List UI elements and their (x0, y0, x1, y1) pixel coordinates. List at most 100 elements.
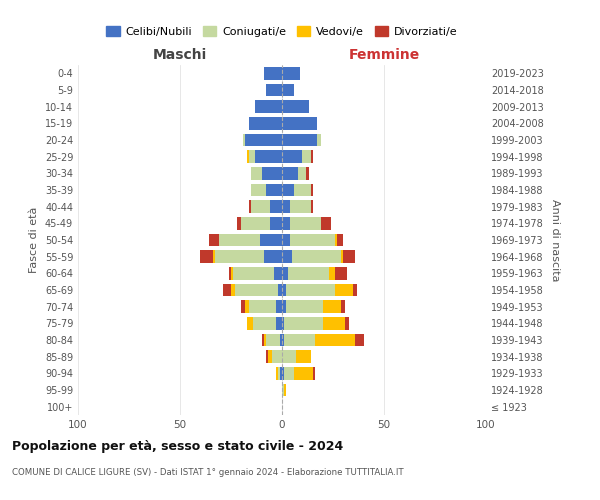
Bar (284, 317, 323, 330)
Bar (250, 200, 251, 213)
Bar (282, 234, 290, 246)
Bar (296, 350, 311, 363)
Bar (263, 67, 282, 80)
Bar (215, 250, 263, 263)
Bar (282, 100, 308, 113)
Bar (313, 367, 314, 380)
Bar (282, 184, 294, 196)
Bar (284, 367, 294, 380)
Bar (276, 367, 278, 380)
Bar (284, 334, 314, 346)
Bar (282, 284, 286, 296)
Text: COMUNE DI CALICE LIGURE (SV) - Dati ISTAT 1° gennaio 2024 - Elaborazione TUTTITA: COMUNE DI CALICE LIGURE (SV) - Dati ISTA… (12, 468, 404, 477)
Bar (311, 200, 313, 213)
Bar (292, 250, 341, 263)
Bar (282, 217, 290, 230)
Bar (282, 250, 292, 263)
Y-axis label: Anni di nascita: Anni di nascita (550, 198, 560, 281)
Text: Popolazione per età, sesso e stato civile - 2024: Popolazione per età, sesso e stato civil… (12, 440, 343, 453)
Bar (251, 200, 270, 213)
Bar (282, 200, 290, 213)
Bar (278, 367, 280, 380)
Bar (282, 317, 284, 330)
Bar (290, 234, 335, 246)
Bar (286, 300, 323, 313)
Bar (247, 317, 253, 330)
Bar (250, 300, 276, 313)
Bar (311, 184, 313, 196)
Bar (311, 150, 313, 163)
Bar (284, 384, 286, 396)
Bar (345, 317, 349, 330)
Bar (355, 334, 364, 346)
Bar (263, 334, 266, 346)
Bar (266, 84, 282, 96)
Bar (294, 367, 313, 380)
Bar (302, 150, 311, 163)
Y-axis label: Fasce di età: Fasce di età (29, 207, 39, 273)
Bar (282, 167, 298, 179)
Bar (353, 284, 358, 296)
Bar (256, 150, 282, 163)
Bar (270, 200, 282, 213)
Bar (250, 117, 282, 130)
Bar (219, 234, 260, 246)
Bar (262, 167, 282, 179)
Bar (337, 234, 343, 246)
Bar (282, 300, 286, 313)
Bar (298, 167, 307, 179)
Bar (329, 267, 335, 280)
Bar (280, 367, 282, 380)
Bar (251, 167, 262, 179)
Bar (323, 300, 341, 313)
Bar (341, 250, 343, 263)
Bar (282, 334, 284, 346)
Bar (223, 284, 231, 296)
Bar (235, 284, 278, 296)
Bar (250, 150, 256, 163)
Bar (282, 67, 301, 80)
Bar (317, 134, 321, 146)
Bar (262, 334, 263, 346)
Bar (266, 334, 280, 346)
Bar (231, 267, 233, 280)
Bar (280, 334, 282, 346)
Bar (241, 300, 245, 313)
Bar (282, 117, 317, 130)
Bar (282, 150, 302, 163)
Bar (276, 300, 282, 313)
Bar (335, 267, 347, 280)
Bar (251, 184, 266, 196)
Bar (282, 267, 288, 280)
Bar (229, 267, 231, 280)
Bar (237, 217, 241, 230)
Bar (209, 234, 219, 246)
Bar (263, 250, 282, 263)
Bar (200, 250, 212, 263)
Bar (321, 217, 331, 230)
Bar (233, 267, 274, 280)
Bar (323, 317, 345, 330)
Legend: Celibi/Nubili, Coniugati/e, Vedovi/e, Divorziati/e: Celibi/Nubili, Coniugati/e, Vedovi/e, Di… (102, 22, 462, 41)
Bar (260, 234, 282, 246)
Bar (266, 184, 282, 196)
Bar (268, 350, 272, 363)
Bar (282, 350, 296, 363)
Bar (256, 100, 282, 113)
Bar (247, 150, 250, 163)
Bar (243, 134, 245, 146)
Bar (314, 334, 355, 346)
Bar (282, 84, 294, 96)
Bar (294, 184, 311, 196)
Bar (231, 284, 235, 296)
Bar (270, 217, 282, 230)
Bar (245, 300, 250, 313)
Bar (282, 367, 284, 380)
Bar (282, 384, 284, 396)
Bar (341, 300, 345, 313)
Bar (274, 267, 282, 280)
Bar (272, 350, 282, 363)
Bar (286, 284, 335, 296)
Bar (212, 250, 215, 263)
Bar (266, 350, 268, 363)
